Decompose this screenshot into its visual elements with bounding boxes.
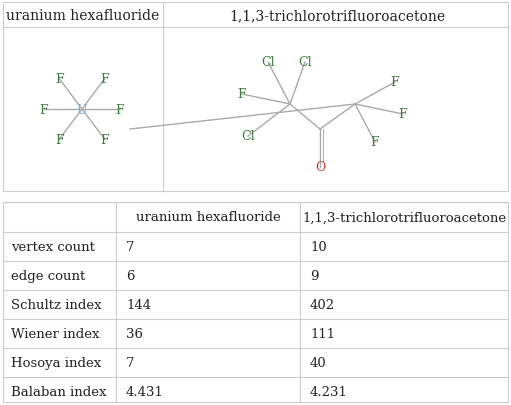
Text: 4.431: 4.431 [126,385,164,398]
Text: 7: 7 [126,241,134,254]
Text: U: U [77,103,87,116]
Text: edge count: edge count [11,269,85,282]
Text: vertex count: vertex count [11,241,95,254]
Text: F: F [55,134,63,147]
Text: uranium hexafluoride: uranium hexafluoride [6,9,159,23]
Text: uranium hexafluoride: uranium hexafluoride [135,211,281,224]
Text: 40: 40 [310,356,327,369]
Text: O: O [315,161,325,174]
Text: Cl: Cl [241,130,255,143]
Text: Cl: Cl [261,56,275,69]
Text: F: F [40,103,49,116]
Text: 4.231: 4.231 [310,385,348,398]
Text: Balaban index: Balaban index [11,385,106,398]
Text: F: F [101,73,109,86]
Text: F: F [55,73,63,86]
Text: 144: 144 [126,298,151,311]
Text: 10: 10 [310,241,327,254]
Text: F: F [399,108,407,121]
Text: 1,1,3-trichlorotrifluoroacetone: 1,1,3-trichlorotrifluoroacetone [302,211,506,224]
Text: 402: 402 [310,298,335,311]
Text: 111: 111 [310,327,335,340]
Text: Hosoya index: Hosoya index [11,356,101,369]
Text: Cl: Cl [298,56,312,69]
Text: 9: 9 [310,269,318,282]
Text: Schultz index: Schultz index [11,298,102,311]
Text: F: F [391,76,399,89]
Text: F: F [238,88,246,101]
Text: F: F [370,136,379,149]
Text: 1,1,3-trichlorotrifluoroacetone: 1,1,3-trichlorotrifluoroacetone [229,9,445,23]
Text: F: F [115,103,124,116]
Text: 36: 36 [126,327,143,340]
Text: 6: 6 [126,269,134,282]
Text: Wiener index: Wiener index [11,327,100,340]
Text: 7: 7 [126,356,134,369]
Text: F: F [101,134,109,147]
